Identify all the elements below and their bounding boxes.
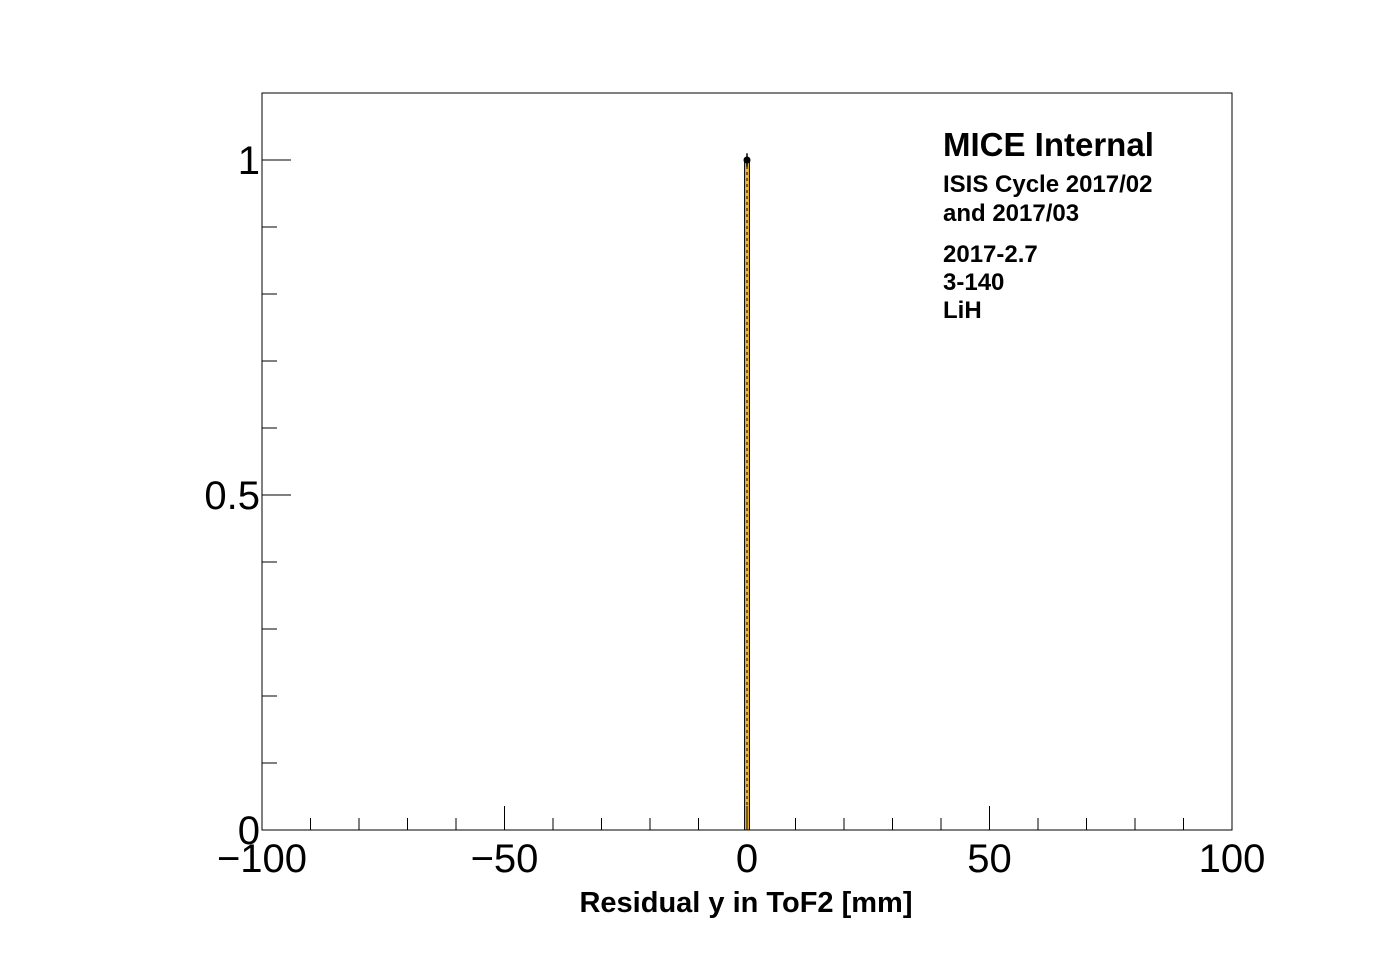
y-tick-label: 0.5 <box>204 474 260 518</box>
annotation-absorber: LiH <box>943 297 982 324</box>
annotation-isis-cycle-2: and 2017/03 <box>943 200 1079 227</box>
axis-ticks-layer <box>261 92 1233 831</box>
annotation-mice-internal: MICE Internal <box>943 126 1154 163</box>
annotation-config: 2017-2.7 <box>943 241 1038 268</box>
x-tick-label: −50 <box>471 837 539 881</box>
histogram-bar-0 <box>744 159 750 831</box>
x-tick-label: 50 <box>967 837 1012 881</box>
annotation-isis-cycle: ISIS Cycle 2017/02 <box>943 171 1152 198</box>
tick-labels-layer: −100 −50 0 50 100 0 0.5 1 <box>204 139 1265 881</box>
x-tick-label: 0 <box>736 837 758 881</box>
x-tick-label: −100 <box>217 837 307 881</box>
annotation-beam: 3-140 <box>943 269 1004 296</box>
histogram-bars-layer <box>743 153 751 831</box>
data-point-0 <box>743 156 751 164</box>
y-tick-label: 0 <box>238 809 260 853</box>
y-tick-label: 1 <box>238 139 260 183</box>
x-axis-title: Residual y in ToF2 [mm] <box>579 887 912 919</box>
x-tick-label: 100 <box>1199 837 1266 881</box>
